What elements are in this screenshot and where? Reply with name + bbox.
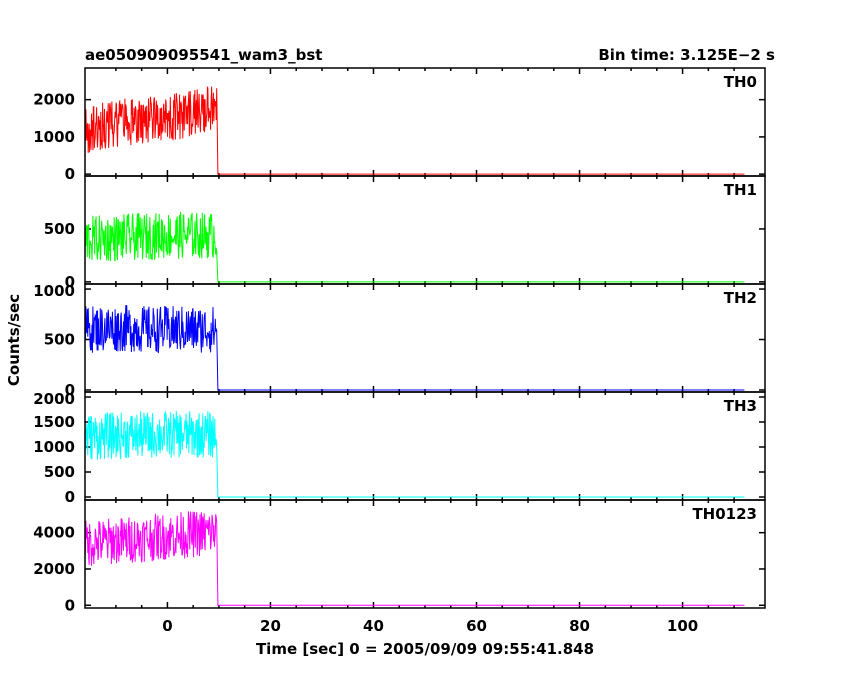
y-tick-label: 1000 xyxy=(33,438,75,456)
series-line-th0 xyxy=(84,85,745,175)
panel-th3: 0 500 1000 1500 2000 TH3 xyxy=(33,390,766,506)
series-line-th2 xyxy=(84,305,745,391)
y-tick-label: 1000 xyxy=(33,282,75,300)
y-tick-label: 0 xyxy=(65,596,75,614)
series-line-th0123 xyxy=(84,511,745,606)
y-tick-label: 500 xyxy=(44,463,75,481)
x-tick-label: 60 xyxy=(466,617,487,635)
series-label: TH0123 xyxy=(692,505,757,523)
panel-th1: 0 500 TH1 xyxy=(44,175,766,291)
x-axis-label: Time [sec] 0 = 2005/09/09 09:55:41.848 xyxy=(256,640,594,658)
y-tick-label: 2000 xyxy=(33,390,75,408)
y-axis-label: Counts/sec xyxy=(5,294,23,386)
series-line-th1 xyxy=(84,211,745,283)
y-tick-label: 2000 xyxy=(33,91,75,109)
y-tick-label: 500 xyxy=(44,331,75,349)
panel-th2: 0 500 1000 TH2 xyxy=(33,282,766,399)
y-tick-label: 0 xyxy=(65,273,75,291)
x-tick-label: 100 xyxy=(667,617,698,635)
y-tick-label: 4000 xyxy=(33,524,75,542)
x-tick-label: 80 xyxy=(569,617,590,635)
y-tick-label: 0 xyxy=(65,165,75,183)
panel-th0123: 0 2000 4000 TH0123 xyxy=(33,499,766,614)
x-tick-label: 40 xyxy=(363,617,384,635)
series-line-th3 xyxy=(84,410,745,498)
series-label: TH0 xyxy=(724,73,757,91)
x-tick-label: 0 xyxy=(162,617,172,635)
panel-th0: 0 1000 2000 TH0 xyxy=(33,67,766,183)
y-tick-label: 1000 xyxy=(33,128,75,146)
y-tick-label: 1500 xyxy=(33,413,75,431)
y-tick-label: 500 xyxy=(44,220,75,238)
y-tick-label: 2000 xyxy=(33,560,75,578)
bin-time-label: Bin time: 3.125E−2 s xyxy=(598,46,775,64)
y-tick-label: 0 xyxy=(65,381,75,399)
series-label: TH3 xyxy=(724,397,757,415)
panel-frame xyxy=(84,499,766,609)
series-label: TH2 xyxy=(724,289,757,307)
observation-title: ae050909095541_wam3_bst xyxy=(85,46,322,64)
series-label: TH1 xyxy=(724,181,757,199)
y-tick-label: 0 xyxy=(65,488,75,506)
x-tick-label: 20 xyxy=(260,617,281,635)
